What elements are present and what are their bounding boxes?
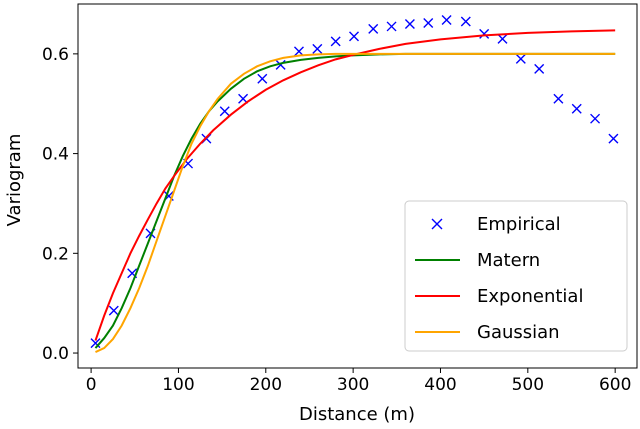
legend-empirical-label: Empirical [477,214,561,235]
empirical-point [534,63,545,74]
empirical-point [553,93,564,104]
plot-area [90,14,619,353]
y-tick-label: 0.2 [42,244,69,264]
legend-empirical-marker [431,218,443,230]
x-tick-label: 0 [86,375,97,395]
empirical-point [571,103,582,114]
x-tick-label: 300 [337,375,369,395]
series-gaussian [95,52,616,353]
empirical-point [460,16,471,27]
legend-matern-label: Matern [477,250,540,271]
empirical-point [349,31,360,42]
empirical-point [404,18,415,29]
empirical-point [590,113,601,124]
empirical-point [108,305,119,316]
empirical-point [608,133,619,144]
y-tick-label: 0.0 [42,344,69,364]
empirical-point [219,106,230,117]
series-exponential [94,29,616,341]
x-tick-label: 500 [512,375,544,395]
x-tick-label: 200 [250,375,282,395]
x-tick-label: 400 [424,375,456,395]
exponential-line [94,29,616,341]
legend: Empirical Matern Exponential Gaussian [404,200,628,352]
series-empirical [90,14,619,349]
x-axis-label: Distance (m) [299,404,415,425]
axes: 0 100 200 300 400 500 600 0.0 0.2 0.4 0.6 [42,3,638,395]
y-tick-label: 0.4 [42,145,69,165]
empirical-point [497,33,508,44]
plot-frame [77,3,638,369]
legend-gaussian-label: Gaussian [477,322,560,343]
empirical-point [312,43,323,54]
gaussian-line [95,52,616,353]
y-tick-label: 0.6 [42,45,69,65]
empirical-point [330,36,341,47]
empirical-point [368,23,379,34]
x-tick-label: 600 [599,375,631,395]
empirical-point [423,17,434,28]
x-tick-label: 100 [162,375,194,395]
empirical-point [515,53,526,64]
empirical-point [386,21,397,32]
empirical-point [479,28,490,39]
empirical-point [441,14,452,25]
legend-box [404,200,628,352]
legend-exponential-label: Exponential [477,286,583,307]
y-axis-label: Variogram [4,134,25,227]
empirical-point [257,73,268,84]
